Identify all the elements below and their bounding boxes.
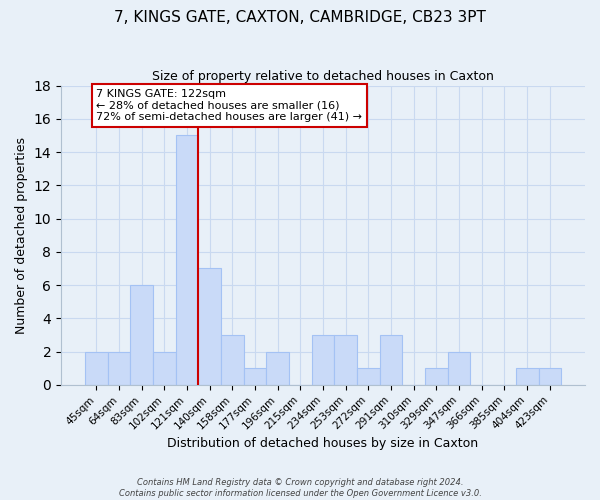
- Bar: [244, 368, 266, 385]
- Bar: [357, 368, 380, 385]
- Bar: [311, 335, 334, 385]
- Text: 7 KINGS GATE: 122sqm
← 28% of detached houses are smaller (16)
72% of semi-detac: 7 KINGS GATE: 122sqm ← 28% of detached h…: [97, 89, 362, 122]
- Text: Contains HM Land Registry data © Crown copyright and database right 2024.
Contai: Contains HM Land Registry data © Crown c…: [119, 478, 481, 498]
- X-axis label: Distribution of detached houses by size in Caxton: Distribution of detached houses by size …: [167, 437, 479, 450]
- Title: Size of property relative to detached houses in Caxton: Size of property relative to detached ho…: [152, 70, 494, 83]
- Bar: [380, 335, 403, 385]
- Y-axis label: Number of detached properties: Number of detached properties: [15, 136, 28, 334]
- Bar: [539, 368, 561, 385]
- Bar: [130, 285, 153, 385]
- Bar: [448, 352, 470, 385]
- Bar: [198, 268, 221, 385]
- Text: 7, KINGS GATE, CAXTON, CAMBRIDGE, CB23 3PT: 7, KINGS GATE, CAXTON, CAMBRIDGE, CB23 3…: [114, 10, 486, 25]
- Bar: [425, 368, 448, 385]
- Bar: [107, 352, 130, 385]
- Bar: [85, 352, 107, 385]
- Bar: [176, 136, 198, 385]
- Bar: [153, 352, 176, 385]
- Bar: [334, 335, 357, 385]
- Bar: [221, 335, 244, 385]
- Bar: [266, 352, 289, 385]
- Bar: [516, 368, 539, 385]
